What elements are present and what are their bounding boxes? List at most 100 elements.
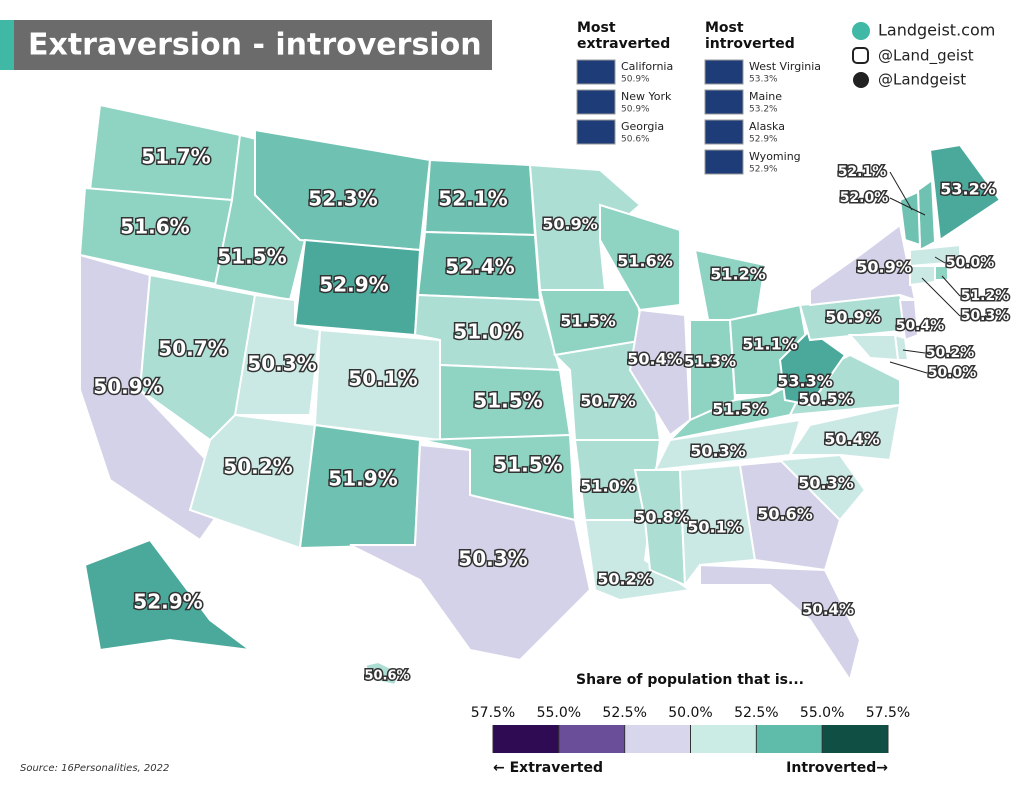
state-label: 52.3% (308, 187, 377, 211)
state (778, 328, 847, 407)
state (928, 143, 1002, 242)
site: Landgeist.com (878, 21, 995, 40)
state (909, 265, 936, 287)
list-title: Most extraverted (577, 20, 670, 52)
state-label: 50.9% (856, 258, 912, 277)
state-label: 50.4% (627, 350, 683, 369)
leader-line (934, 256, 946, 264)
twitter: @Landgeist (878, 71, 966, 89)
state-label: 50.7% (158, 337, 227, 361)
list-title-line: Most (705, 20, 744, 36)
item-name: Wyoming (749, 150, 801, 163)
state-label: 51.2% (710, 265, 766, 284)
list-title-line: extraverted (577, 36, 670, 52)
state (628, 308, 692, 437)
state (363, 660, 402, 687)
state (788, 403, 902, 462)
state (599, 203, 681, 312)
state-label: 51.5% (712, 400, 768, 419)
state-label: 50.4% (896, 318, 945, 334)
legend-swatch (493, 725, 559, 753)
item-value: 50.6% (621, 135, 650, 145)
title-banner (0, 20, 492, 70)
legend-tick-label: 55.0% (800, 705, 844, 721)
state-label: 51.0% (453, 320, 522, 344)
item-value: 53.2% (749, 105, 778, 115)
state-label: 51.6% (120, 215, 189, 239)
legend-swatch (690, 725, 757, 753)
leader-line (889, 197, 926, 216)
state (909, 243, 961, 268)
instagram-icon (852, 47, 869, 64)
state-label: 50.3% (690, 442, 746, 461)
state-label: 50.5% (798, 390, 854, 409)
item-name: Alaska (749, 120, 785, 133)
state (699, 563, 862, 683)
state-label: 50.9% (542, 215, 598, 234)
legend-tick-label: 52.5% (734, 705, 778, 721)
flag (576, 89, 616, 115)
item-value: 52.9% (749, 135, 778, 145)
list-title-line: Most (577, 20, 616, 36)
state-label: 51.5% (560, 312, 616, 331)
flag (704, 59, 744, 85)
legend-swatch (822, 725, 888, 753)
state-label: 50.0% (946, 255, 995, 271)
state-label: 52.4% (445, 255, 514, 279)
flag (576, 59, 616, 85)
title-accent (0, 20, 14, 70)
item-value: 52.9% (749, 165, 778, 175)
state-label: 50.7% (580, 392, 636, 411)
state-label: 50.4% (802, 601, 854, 619)
legend-swatch (756, 725, 823, 753)
legend-right-text: Introverted (786, 760, 876, 776)
state-label: 50.0% (928, 365, 977, 381)
item-name: Maine (749, 90, 782, 103)
flag (704, 149, 744, 175)
state-label: 50.3% (961, 308, 1010, 324)
item-name: California (621, 60, 673, 73)
state (83, 538, 254, 652)
state-label: 51.2% (961, 288, 1010, 304)
state (188, 413, 317, 550)
state-label: 50.1% (687, 518, 743, 537)
state-label: 50.3% (247, 352, 316, 376)
item-value: 53.3% (749, 75, 778, 85)
state (633, 469, 687, 587)
twitter-icon (853, 72, 869, 88)
state-label: 51.6% (617, 252, 673, 271)
state-label: 50.2% (926, 345, 975, 361)
legend-tick-label: 55.0% (537, 705, 581, 721)
state-label: 50.3% (458, 547, 527, 571)
state-label: 50.2% (223, 455, 292, 479)
state-label: 51.0% (580, 477, 636, 496)
state-label: 51.5% (493, 453, 562, 477)
state-label: 50.9% (825, 308, 881, 327)
item-name: Georgia (621, 120, 664, 133)
state-label: 50.1% (348, 367, 417, 391)
state-label: 52.0% (840, 190, 889, 206)
state-label: 51.5% (217, 245, 286, 269)
state-label: 52.1% (438, 187, 507, 211)
list-title: Most introverted (705, 20, 795, 52)
source: Source: 16Personalities, 2022 (20, 763, 169, 774)
item-name: West Virginia (749, 60, 821, 73)
legend-left: ← Extraverted (493, 760, 603, 776)
state (847, 334, 900, 362)
legend-tick-label: 57.5% (866, 705, 910, 721)
legend-left-text: Extraverted (510, 760, 603, 776)
state (678, 463, 757, 588)
state-label: 50.6% (364, 669, 409, 684)
flag (576, 119, 616, 145)
legend-title: Share of population that is... (576, 672, 804, 688)
state-label: 50.8% (634, 508, 690, 527)
leader-line (902, 349, 926, 354)
state-label: 51.3% (684, 353, 736, 371)
state-label: 52.1% (838, 164, 887, 180)
legend-swatch (624, 725, 691, 753)
list-title-line: introverted (705, 36, 795, 52)
instagram: @Land_geist (878, 47, 974, 66)
state-label: 50.9% (93, 375, 162, 399)
state-label: 53.2% (940, 180, 996, 199)
